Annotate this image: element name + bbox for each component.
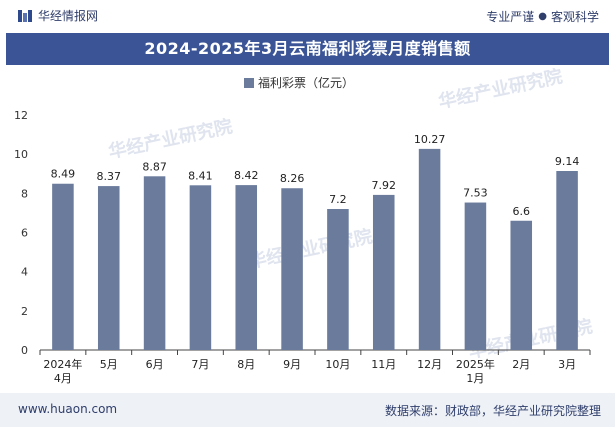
legend-label: 福利彩票（亿元）: [258, 75, 354, 90]
bar: [327, 209, 349, 350]
bar: [464, 202, 487, 350]
data-labels: 8.49 8.37 8.87 8.41 8.42 8.26 7.2 7.92 10.27 7.53…: [51, 133, 580, 218]
watermark-text: 华经产业研究院: [246, 225, 374, 273]
category-label-line: 2025年: [456, 357, 495, 371]
data-label: 7.53: [463, 187, 488, 200]
footer: www.huaon.com 数据来源：财政部，华经产业研究院整理: [0, 393, 615, 427]
chart-title: 2024-2025年3月云南福利彩票月度销售额: [144, 39, 471, 58]
site-link[interactable]: www.huaon.com: [18, 402, 118, 416]
data-label: 8.26: [280, 172, 305, 185]
category-label: 10月: [325, 358, 350, 371]
y-tick-label: 12: [14, 109, 28, 122]
category-label-line: 9月: [283, 358, 301, 371]
category-label-line: 1月: [466, 372, 484, 385]
top-bar: 华经情报网 专业严谨 ● 客观科学: [0, 0, 615, 32]
data-label: 9.14: [555, 155, 580, 168]
y-tick-label: 4: [21, 266, 28, 279]
category-label: 2025年 1月: [456, 357, 495, 385]
y-tick-label: 0: [21, 344, 28, 357]
data-label: 8.49: [51, 168, 76, 181]
bar: [143, 176, 166, 350]
bullet-icon: ●: [538, 11, 547, 22]
legend-swatch: [244, 78, 254, 88]
data-label: 10.27: [414, 133, 446, 146]
bar-chart: 华经产业研究院华经产业研究院华经产业研究院华经产业研究院 福利彩票（亿元） 02…: [14, 68, 594, 385]
category-label: 5月: [100, 358, 118, 371]
category-label-line: 4月: [54, 372, 72, 385]
tagline: 专业严谨 ● 客观科学: [486, 8, 599, 25]
brand: 华经情报网: [18, 7, 98, 24]
category-label: 7月: [191, 358, 209, 371]
watermark-text: 华经产业研究院: [436, 68, 564, 113]
category-label: 11月: [371, 358, 396, 371]
category-labels: 2024年 4月 5月 6月 7月 8月 9月 10月 11月 12月 2025年 1月 2月 3月: [43, 357, 576, 385]
data-label: 7.2: [329, 193, 347, 206]
tagline-left: 专业严谨: [486, 10, 535, 24]
category-label: 2月: [512, 358, 530, 371]
watermark-text: 华经产业研究院: [106, 115, 234, 163]
bar-chart-logo-icon: [18, 9, 32, 23]
category-label: 2024年 4月: [43, 357, 82, 385]
legend: 福利彩票（亿元）: [244, 75, 354, 90]
data-source: 数据来源：财政部，华经产业研究院整理: [384, 404, 601, 418]
bar: [97, 186, 120, 350]
category-label: 8月: [237, 358, 255, 371]
category-label-line: 2月: [512, 358, 530, 371]
brand-name: 华经情报网: [38, 9, 99, 23]
category-label-line: 2024年: [43, 357, 82, 371]
category-label-line: 6月: [146, 358, 164, 371]
category-label: 12月: [417, 358, 442, 371]
bar: [510, 220, 533, 350]
category-label: 9月: [283, 358, 301, 371]
data-label: 8.87: [142, 160, 167, 173]
bar: [52, 183, 74, 350]
y-tick-label: 10: [14, 148, 28, 161]
category-label: 6月: [146, 358, 164, 371]
bars: [52, 148, 578, 350]
data-label: 8.37: [97, 170, 122, 183]
category-label-line: 10月: [325, 358, 350, 371]
category-label-line: 11月: [371, 358, 396, 371]
axes: 0 2 4 6 8 10 12: [14, 109, 591, 357]
bar: [235, 185, 258, 350]
y-tick-label: 6: [21, 227, 28, 240]
data-label: 7.92: [372, 179, 397, 192]
title-bar: 2024-2025年3月云南福利彩票月度销售额: [6, 33, 609, 65]
bar: [189, 185, 212, 350]
category-label-line: 5月: [100, 358, 118, 371]
data-label: 8.41: [188, 169, 213, 182]
category-label-line: 7月: [191, 358, 209, 371]
data-label: 6.6: [513, 205, 531, 218]
bar: [418, 148, 441, 350]
bar: [281, 188, 303, 350]
bar: [372, 194, 395, 350]
category-label: 3月: [558, 358, 576, 371]
bar: [556, 171, 578, 350]
category-label-line: 3月: [558, 358, 576, 371]
y-tick-label: 8: [21, 187, 28, 200]
tagline-right: 客观科学: [550, 10, 599, 24]
data-label: 8.42: [234, 169, 259, 182]
category-label-line: 12月: [417, 358, 442, 371]
category-label-line: 8月: [237, 358, 255, 371]
y-tick-label: 2: [21, 305, 28, 318]
